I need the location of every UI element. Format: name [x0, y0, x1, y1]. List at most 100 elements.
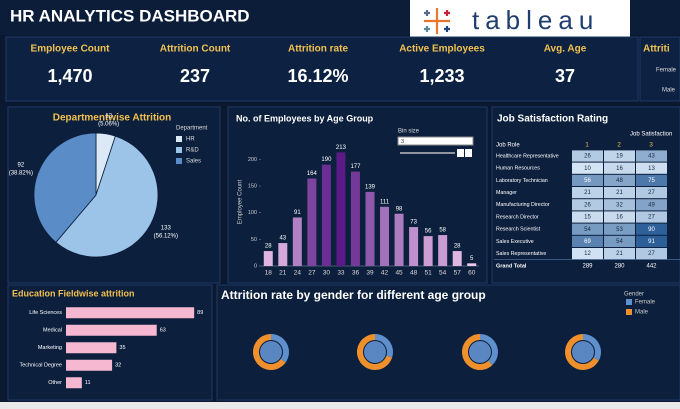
x-tick-label: 21 [279, 270, 287, 277]
bar-value: 5 [470, 256, 474, 262]
kpi-label: Active Employees [399, 44, 485, 55]
heat-cell [636, 223, 667, 235]
bar [66, 359, 113, 371]
slider-button[interactable] [465, 149, 472, 157]
kpi-partial-panel [639, 36, 680, 102]
cell-value: 12 [584, 251, 591, 257]
legend-swatch [176, 147, 182, 153]
cell-value: 27 [648, 190, 655, 196]
pie-label: 92 [18, 162, 25, 168]
cell-value: 10 [584, 166, 591, 172]
row-label: Manager [496, 190, 517, 196]
legend-label: R&D [186, 148, 199, 154]
cell-value: 26 [584, 154, 591, 160]
bar-value: 63 [160, 328, 166, 334]
pie-label: 133 [161, 226, 172, 232]
gender-panel [216, 284, 680, 401]
x-tick-label: 45 [395, 270, 403, 277]
heat-cell [572, 248, 603, 260]
bar [292, 217, 302, 266]
heat-cell [636, 211, 667, 223]
heat-cell [572, 162, 603, 174]
cell-value: 54 [584, 227, 591, 233]
heat-cell [572, 223, 603, 235]
cell-value: 26 [584, 202, 591, 208]
y-tick-label: 200 [248, 157, 257, 163]
bar-value: 190 [321, 157, 332, 163]
legend-swatch [626, 299, 632, 305]
y-tick-label: 0 [254, 263, 257, 269]
kpi-label: Attriti [643, 44, 670, 55]
bar [307, 178, 317, 266]
x-tick-label: 24 [294, 270, 302, 277]
bin-size-value: 3 [401, 139, 404, 145]
donut-segment [253, 334, 286, 370]
y-tick-label: 150 [248, 183, 257, 189]
cell-value: 27 [648, 251, 655, 257]
legend-label: Male [635, 310, 649, 316]
donut-center [572, 341, 594, 363]
row-label: Manufacturing Director [496, 202, 550, 208]
cell-value: 13 [648, 166, 655, 172]
row-label: Human Resources [496, 166, 540, 172]
bar [438, 235, 448, 266]
age-title: No. of Employees by Age Group [236, 113, 374, 123]
bar-value: 32 [115, 363, 121, 369]
pie-title: Departmentwise Attrition [53, 113, 172, 124]
cell-value: 15 [584, 215, 591, 221]
cell-value: 53 [616, 227, 623, 233]
legend-swatch [626, 309, 632, 315]
heat-cell [572, 211, 603, 223]
x-tick-label: 54 [439, 270, 447, 277]
total-value: 442 [646, 263, 657, 269]
y-tick-label: 50 [251, 237, 257, 243]
y-axis-title: Employee Count [238, 179, 244, 224]
heat-cell [604, 199, 635, 211]
bin-size-label: Bin size [398, 129, 420, 135]
cell-value: 32 [616, 202, 623, 208]
bar-value: 91 [294, 210, 301, 216]
cell-value: 19 [616, 154, 623, 160]
kpi-item: Male [662, 88, 676, 94]
bar [263, 251, 273, 266]
heat-cell [604, 211, 635, 223]
education-title: Education Fieldwise attrition [12, 288, 135, 298]
bar [409, 227, 419, 266]
bar-value: 35 [119, 345, 125, 351]
x-tick-label: 30 [323, 270, 331, 277]
column-label: 3 [649, 142, 653, 149]
cell-value: 43 [648, 154, 655, 160]
bar-value: 111 [380, 199, 390, 205]
donut-segment [565, 334, 599, 370]
y-tick-label: 100 [248, 210, 257, 216]
bar-value: 28 [265, 244, 272, 250]
x-tick-label: 48 [410, 270, 418, 277]
cell-value: 16 [616, 166, 623, 172]
cell-value: 27 [648, 215, 655, 221]
bar-value: 28 [454, 244, 461, 250]
kpi-panel [5, 36, 639, 102]
pie-percent: (5.06%) [98, 122, 119, 128]
bar-value: 164 [307, 171, 318, 177]
bar-value: 177 [350, 164, 361, 170]
donut-center [364, 341, 386, 363]
cell-value: 56 [584, 178, 591, 184]
total-value: 289 [582, 263, 593, 269]
table-title: Job Satisfaction Rating [497, 114, 608, 125]
slider-button[interactable] [457, 149, 464, 157]
bar [336, 152, 346, 266]
cell-value: 48 [616, 178, 623, 184]
kpi-value: 16.12% [287, 66, 348, 86]
bar-value: 89 [197, 310, 203, 316]
x-tick-label: 60 [468, 270, 476, 277]
legend-title: Department [176, 126, 208, 132]
cell-value: 21 [616, 190, 623, 196]
pie-slice [55, 135, 159, 258]
y-tick-label: Marketing [38, 345, 62, 351]
heat-cell [636, 248, 667, 260]
heat-cell [636, 235, 667, 247]
legend-label: HR [186, 137, 195, 143]
cell-value: 21 [616, 251, 623, 257]
heat-cell [604, 248, 635, 260]
